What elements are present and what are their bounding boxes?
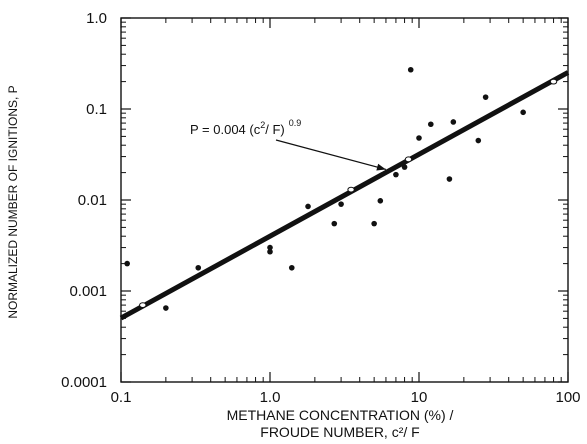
data-point [427, 121, 434, 128]
highlighted-point [404, 156, 413, 163]
data-point [377, 197, 384, 204]
y-tick-label: 1.0 [86, 10, 107, 27]
y-tick-label: 0.001 [69, 283, 107, 300]
data-point [407, 66, 414, 73]
x-tick-label: 0.1 [111, 389, 132, 406]
x-tick-label: 10 [411, 389, 428, 406]
equation-base: P = 0.004 (c [190, 122, 261, 137]
fit-line [119, 70, 570, 321]
points-layer [124, 66, 558, 311]
data-point [371, 220, 377, 227]
y-axis-title: NORMALIZED NUMBER OF IGNITIONS, P [6, 85, 20, 318]
data-point [338, 201, 344, 207]
y-tick-label: 0.01 [78, 192, 107, 209]
equation-middle: / F) [265, 122, 285, 137]
highlighted-point [347, 186, 355, 193]
data-point [267, 248, 273, 255]
ticks-layer: 0.1 1.0 10 100 0.0001 0.001 0.01 0.1 1.0 [61, 10, 580, 406]
equation-annotation: P = 0.004 (c2/ F) 0.9 [190, 118, 387, 171]
y-tick-label: 0.1 [86, 101, 107, 118]
data-point [416, 135, 422, 141]
data-point [331, 220, 338, 227]
data-point [305, 203, 311, 210]
plot-frame [120, 17, 569, 383]
data-point [475, 137, 482, 144]
x-tick-label: 1.0 [260, 389, 281, 406]
data-point [195, 264, 202, 271]
highlighted-point [549, 78, 558, 85]
data-point [520, 109, 526, 116]
data-point [124, 260, 130, 267]
data-point [267, 244, 273, 251]
data-point [288, 264, 295, 271]
data-point [393, 171, 399, 178]
highlighted-point [139, 302, 147, 308]
data-point [450, 119, 457, 125]
x-axis-title: METHANE CONCENTRATION (%) / FROUDE NUMBE… [227, 407, 454, 440]
x-tick-label: 100 [555, 389, 580, 406]
data-point [163, 305, 169, 311]
data-point [401, 164, 408, 170]
data-point [482, 94, 489, 100]
axes-layer [120, 17, 569, 383]
x-axis-title-line2: FROUDE NUMBER, c²/ F [260, 424, 419, 440]
data-point [446, 176, 453, 182]
equation-arrowhead [376, 163, 386, 171]
y-tick-label: 0.0001 [61, 374, 107, 391]
fit-line-layer [119, 70, 570, 321]
equation-sup2: 0.9 [289, 118, 302, 128]
svg-text:P = 0.004 (c2/ F)0.9: P = 0.004 (c2/ F) 0.9 [190, 118, 301, 137]
x-axis-title-line1: METHANE CONCENTRATION (%) / [227, 407, 454, 423]
equation-arrow [275, 139, 387, 171]
equation-sup1: 2 [260, 120, 265, 130]
